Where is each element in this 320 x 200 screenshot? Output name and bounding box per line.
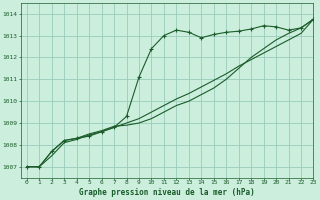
X-axis label: Graphe pression niveau de la mer (hPa): Graphe pression niveau de la mer (hPa) [79,188,255,197]
